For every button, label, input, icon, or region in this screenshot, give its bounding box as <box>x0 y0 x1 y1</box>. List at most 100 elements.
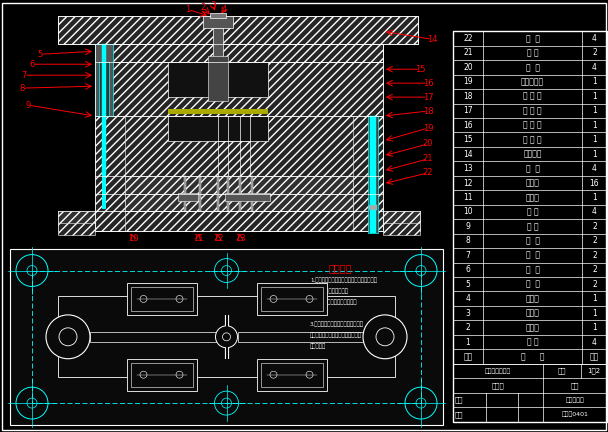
Circle shape <box>46 315 90 359</box>
Text: 20: 20 <box>463 63 473 72</box>
Text: 4: 4 <box>592 63 597 72</box>
Text: 利用一个小小的材料根据需要和大小: 利用一个小小的材料根据需要和大小 <box>310 332 362 338</box>
Text: 推  板: 推 板 <box>525 63 539 72</box>
Bar <box>10 248 443 425</box>
Text: 16: 16 <box>463 121 473 130</box>
Bar <box>58 211 420 231</box>
Bar <box>383 222 420 235</box>
Bar <box>125 194 353 211</box>
Bar <box>58 16 418 44</box>
Text: 17: 17 <box>463 106 473 115</box>
Text: 7: 7 <box>466 251 471 260</box>
Bar <box>260 287 322 311</box>
Bar <box>95 62 383 116</box>
Text: 注模共0401: 注模共0401 <box>562 412 589 417</box>
Text: 15: 15 <box>415 65 425 74</box>
Text: 缚 钉: 缚 钉 <box>527 337 538 346</box>
Bar <box>369 205 377 210</box>
Text: 2: 2 <box>592 48 597 57</box>
Text: 插座底座注塑模: 插座底座注塑模 <box>485 368 511 374</box>
Bar <box>260 363 322 387</box>
Bar <box>184 176 186 211</box>
Bar <box>251 176 253 211</box>
Bar <box>125 176 353 194</box>
Text: 9: 9 <box>26 101 30 110</box>
Text: 1.各模板配合面的表面粗糙度要求尽可光滑，: 1.各模板配合面的表面粗糙度要求尽可光滑， <box>310 277 377 283</box>
Text: 6: 6 <box>29 60 35 69</box>
Text: 2: 2 <box>592 265 597 274</box>
Text: 定 模 板: 定 模 板 <box>523 135 542 144</box>
Text: 名      称: 名 称 <box>520 352 544 361</box>
Text: 推件杆: 推件杆 <box>525 178 539 187</box>
Text: 推杆固定板: 推杆固定板 <box>521 77 544 86</box>
Bar <box>58 16 418 44</box>
Circle shape <box>215 326 238 348</box>
Text: 来制造模具: 来制造模具 <box>310 343 326 349</box>
Text: 1: 1 <box>592 135 597 144</box>
Text: 导  柱: 导 柱 <box>525 265 539 274</box>
Text: 4: 4 <box>592 207 597 216</box>
Bar <box>257 359 326 391</box>
Text: 4: 4 <box>221 5 227 14</box>
Text: 15: 15 <box>463 135 473 144</box>
Text: 2: 2 <box>592 280 597 289</box>
Text: 11: 11 <box>193 234 203 243</box>
Text: 0.8μm: 0.8μm <box>310 311 328 315</box>
Bar <box>225 193 270 201</box>
Bar <box>168 62 268 97</box>
Bar <box>126 359 196 391</box>
Bar <box>95 116 383 176</box>
Bar <box>210 13 226 19</box>
Text: 6: 6 <box>466 265 471 274</box>
Text: 1: 1 <box>592 323 597 332</box>
Text: 浑源技术学: 浑源技术学 <box>565 397 584 403</box>
Text: 缚 钉: 缚 钉 <box>527 207 538 216</box>
Text: 18: 18 <box>423 107 434 115</box>
Text: 19: 19 <box>463 77 473 86</box>
Text: 推  杆: 推 杆 <box>525 164 539 173</box>
Text: 比例: 比例 <box>558 368 566 374</box>
Bar <box>58 222 95 235</box>
Text: 装配图: 装配图 <box>492 382 505 389</box>
Bar <box>453 32 607 422</box>
Bar <box>90 332 215 342</box>
Text: 3: 3 <box>466 308 471 318</box>
Bar <box>102 44 106 209</box>
Text: 不得有凹陷、搲居等缺陷。: 不得有凹陷、搲居等缺陷。 <box>310 289 349 294</box>
Text: 14: 14 <box>463 149 473 159</box>
Text: 定 模 板: 定 模 板 <box>523 121 542 130</box>
Text: 缚 钉: 缚 钉 <box>527 48 538 57</box>
Bar <box>58 211 420 231</box>
Text: 19: 19 <box>423 124 434 133</box>
Bar <box>168 109 268 114</box>
Text: 1: 1 <box>592 92 597 101</box>
Circle shape <box>363 315 407 359</box>
Text: 8: 8 <box>19 84 25 92</box>
Text: 1: 1 <box>592 121 597 130</box>
Text: 13: 13 <box>235 234 245 243</box>
Bar <box>208 56 228 101</box>
Text: 4: 4 <box>466 294 471 303</box>
Text: 3: 3 <box>210 1 216 10</box>
Text: 14: 14 <box>427 35 437 44</box>
Bar <box>239 176 241 211</box>
Text: 数量: 数量 <box>590 352 599 361</box>
Text: 1: 1 <box>592 193 597 202</box>
Bar <box>95 116 125 231</box>
Bar <box>131 363 193 387</box>
Text: 主流道: 主流道 <box>525 308 539 318</box>
Bar <box>238 332 363 342</box>
Text: 4: 4 <box>592 34 597 43</box>
Text: 2: 2 <box>592 251 597 260</box>
Text: 13: 13 <box>463 164 473 173</box>
Bar <box>217 176 219 211</box>
Text: 16: 16 <box>423 79 434 88</box>
Bar <box>213 29 223 63</box>
Text: 5: 5 <box>466 280 471 289</box>
Bar <box>257 283 326 315</box>
Bar <box>126 283 196 315</box>
Text: 下 模 座: 下 模 座 <box>523 92 542 101</box>
Text: 1: 1 <box>466 337 471 346</box>
Text: 2: 2 <box>592 222 597 231</box>
Text: 21: 21 <box>423 154 434 163</box>
